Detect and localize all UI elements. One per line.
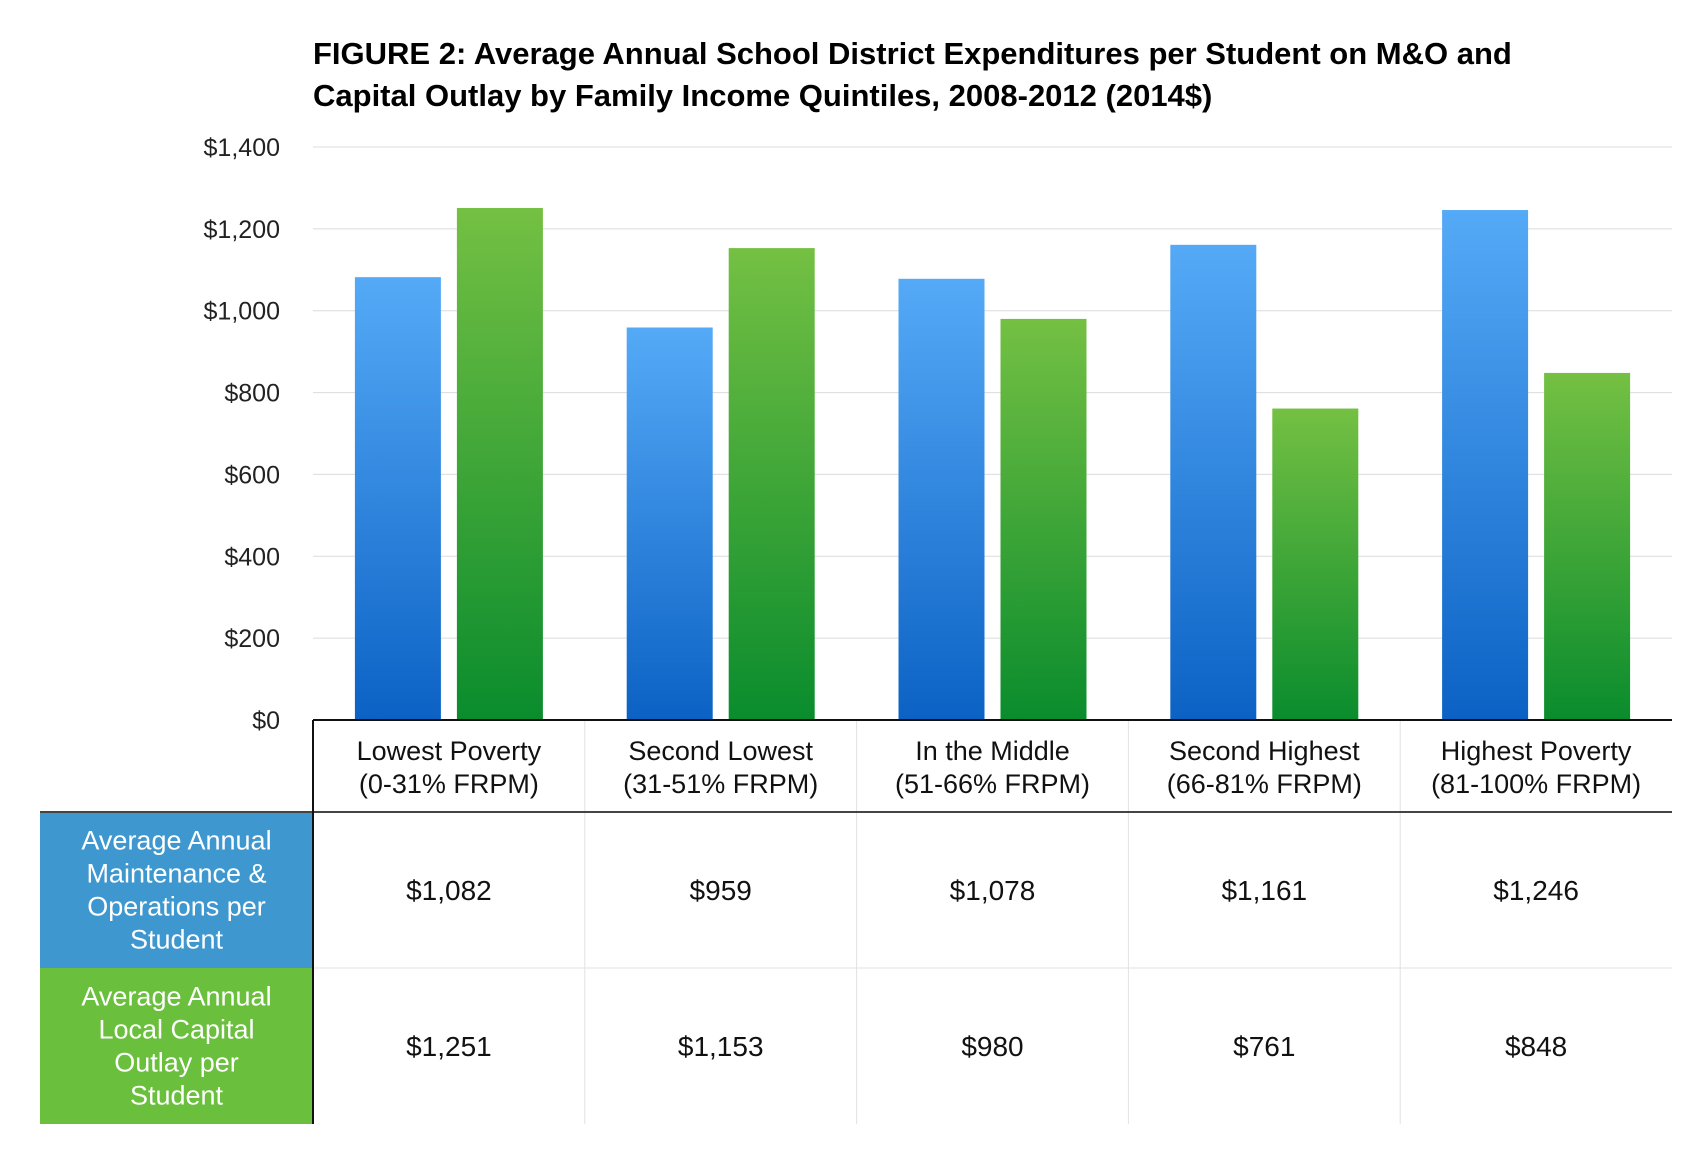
table-cell-value: $1,246 bbox=[1493, 875, 1579, 906]
table-cell-value: $980 bbox=[961, 1031, 1023, 1062]
y-tick-label: $800 bbox=[224, 380, 280, 408]
category-label: (31-51% FRPM) bbox=[623, 769, 818, 799]
series-name: Operations per bbox=[87, 892, 266, 922]
chart-title-line-1: FIGURE 2: Average Annual School District… bbox=[313, 36, 1512, 71]
y-tick-label: $600 bbox=[224, 461, 280, 489]
series-name: Outlay per bbox=[114, 1048, 239, 1078]
y-tick-label: $0 bbox=[252, 707, 280, 735]
bar bbox=[1272, 408, 1359, 720]
bar bbox=[1170, 244, 1257, 721]
y-tick-label: $1,200 bbox=[204, 216, 280, 244]
y-tick-label: $400 bbox=[224, 543, 280, 571]
table-cell-value: $848 bbox=[1505, 1031, 1567, 1062]
category-label: In the Middle bbox=[915, 736, 1070, 766]
table-cell-value: $1,082 bbox=[406, 875, 492, 906]
data-table: Lowest Poverty(0-31% FRPM)Second Lowest(… bbox=[40, 719, 1672, 1124]
bar bbox=[1000, 318, 1087, 720]
category-label: (81-100% FRPM) bbox=[1431, 769, 1641, 799]
series-header-cell bbox=[40, 812, 313, 968]
table-cell-value: $1,251 bbox=[406, 1031, 492, 1062]
series-name: Student bbox=[130, 1081, 224, 1111]
bars bbox=[354, 207, 1631, 721]
y-tick-label: $200 bbox=[224, 625, 280, 653]
category-label: Second Lowest bbox=[628, 736, 813, 766]
series-name: Average Annual bbox=[81, 826, 271, 856]
y-axis-ticks: $0 $200 $400 $600 $800 $1,000 $1,200 $1,400 bbox=[204, 134, 280, 735]
bar bbox=[1442, 210, 1529, 720]
bar bbox=[354, 277, 441, 720]
series-name: Student bbox=[130, 925, 224, 955]
bar bbox=[728, 248, 815, 720]
bar bbox=[626, 327, 713, 720]
series-header-cell bbox=[40, 968, 313, 1124]
table-cell-value: $1,153 bbox=[678, 1031, 764, 1062]
table-cell-value: $761 bbox=[1233, 1031, 1295, 1062]
table-cell-value: $959 bbox=[690, 875, 752, 906]
table-cell-value: $1,078 bbox=[950, 875, 1036, 906]
series-name: Average Annual bbox=[81, 982, 271, 1012]
category-label: Second Highest bbox=[1169, 736, 1360, 766]
series-name: Local Capital bbox=[98, 1015, 254, 1045]
chart-title-line-2: Capital Outlay by Family Income Quintile… bbox=[313, 78, 1212, 113]
series-name: Maintenance & bbox=[86, 859, 266, 889]
bar bbox=[898, 278, 985, 720]
bar bbox=[456, 207, 543, 720]
bar bbox=[1544, 372, 1631, 720]
category-label: Highest Poverty bbox=[1441, 736, 1632, 766]
category-label: (0-31% FRPM) bbox=[359, 769, 539, 799]
y-tick-label: $1,000 bbox=[204, 298, 280, 326]
category-label: (66-81% FRPM) bbox=[1167, 769, 1362, 799]
category-label: (51-66% FRPM) bbox=[895, 769, 1090, 799]
y-tick-label: $1,400 bbox=[204, 134, 280, 162]
category-label: Lowest Poverty bbox=[357, 736, 542, 766]
table-cell-value: $1,161 bbox=[1221, 875, 1307, 906]
